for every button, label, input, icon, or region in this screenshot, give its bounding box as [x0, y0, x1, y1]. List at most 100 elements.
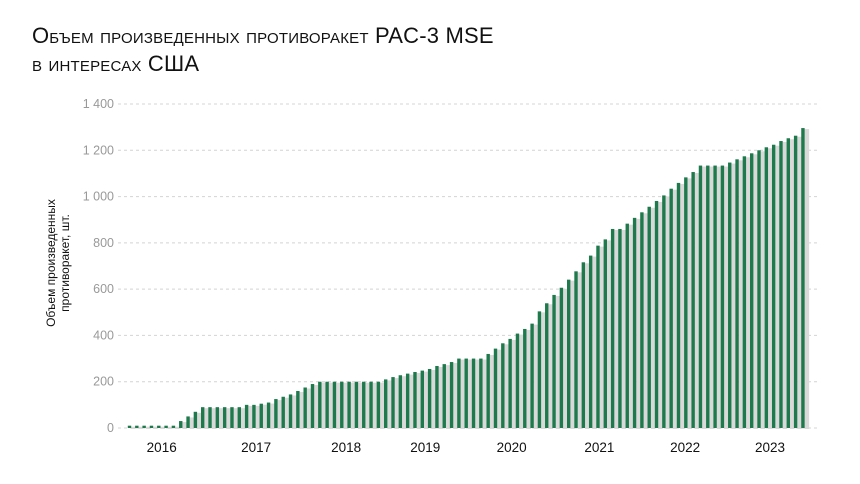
bar-shadow: [416, 372, 422, 429]
bar-shadow: [145, 426, 151, 429]
bar-shadow: [306, 388, 312, 429]
bar: [303, 387, 307, 428]
bar: [479, 358, 483, 428]
bar-shadow: [387, 380, 392, 429]
bar-shadow: [423, 371, 429, 429]
x-tick-label: 2016: [147, 440, 177, 455]
chart-title-line-2: в интересах США: [32, 51, 200, 76]
bar: [442, 364, 446, 428]
bar-shadow: [379, 382, 385, 429]
bar: [208, 407, 212, 428]
bar: [347, 381, 351, 428]
bar: [647, 206, 651, 428]
bar: [274, 399, 278, 428]
bar: [574, 271, 578, 428]
chart-title: Объем произведенных противоракет PAC-3 M…: [32, 22, 494, 78]
bar: [779, 141, 783, 428]
bar: [610, 228, 615, 428]
bar: [362, 381, 366, 428]
bar: [691, 172, 695, 428]
bar: [698, 165, 703, 428]
bar: [771, 144, 776, 428]
bar-shadow: [460, 359, 466, 429]
bar-shadow: [255, 405, 261, 429]
y-tick-label: 800: [93, 236, 114, 250]
y-tick-label: 600: [93, 282, 114, 296]
bar: [135, 425, 139, 428]
bar: [588, 255, 593, 428]
bar-shadow: [650, 207, 656, 429]
bar: [369, 381, 373, 428]
bar-shadow: [497, 349, 502, 429]
bar: [186, 416, 190, 428]
bar: [471, 358, 476, 428]
bar-shadow: [160, 426, 165, 429]
bar: [508, 338, 512, 428]
bar-shadow: [467, 359, 473, 429]
bar: [493, 348, 498, 428]
bar-shadow: [643, 213, 649, 429]
bar-shadow: [358, 382, 363, 429]
bar-shadow: [270, 403, 275, 429]
bar-shadow: [511, 339, 517, 429]
x-tick-label: 2023: [755, 440, 785, 455]
y-tick-label: 400: [93, 328, 114, 342]
bar-shadow: [350, 382, 356, 429]
bar: [398, 375, 403, 428]
bar-shadow: [138, 426, 144, 429]
bar: [332, 381, 337, 428]
bar: [640, 212, 644, 428]
bar-shadow: [628, 224, 634, 429]
bar-shadow: [680, 183, 685, 429]
bar: [405, 373, 410, 428]
bar: [157, 425, 161, 428]
bar: [530, 323, 534, 428]
y-tick-label: 1 000: [83, 190, 114, 204]
bar: [654, 200, 659, 428]
bar: [142, 425, 146, 428]
bar: [742, 156, 747, 428]
bar-shadow: [489, 354, 495, 429]
bar: [793, 135, 798, 428]
bar: [376, 381, 381, 428]
bar-shadow: [482, 359, 488, 429]
bar: [501, 343, 505, 428]
x-tick-label: 2019: [410, 440, 440, 455]
bar-shadow: [599, 246, 605, 429]
bar: [567, 279, 571, 428]
bar: [625, 223, 629, 428]
bar: [786, 138, 790, 428]
bar-shadow: [453, 363, 458, 429]
bar-shadow: [687, 178, 693, 429]
bar-shadow: [760, 151, 766, 430]
bar: [296, 390, 300, 428]
bar-shadow: [262, 404, 268, 429]
bar: [523, 328, 527, 428]
y-tick-label: 1 400: [83, 97, 114, 111]
bar: [757, 150, 761, 429]
bar-shadow: [533, 324, 539, 429]
bar-shadow: [636, 218, 641, 429]
bar-shadow: [570, 280, 575, 429]
bar: [179, 421, 183, 428]
bar-shadow: [782, 142, 788, 429]
bar: [222, 407, 227, 428]
bar-shadow: [204, 408, 209, 429]
bar: [545, 303, 549, 428]
bar-shadow: [767, 148, 773, 429]
bar: [391, 377, 395, 428]
bar: [720, 165, 725, 428]
bar-shadow: [665, 196, 671, 429]
x-tick-label: 2021: [584, 440, 614, 455]
bar-shadow: [226, 408, 231, 429]
bar-shadow: [541, 312, 546, 429]
bar: [310, 384, 315, 428]
bar-shadow: [753, 154, 758, 429]
bar-shadow: [702, 166, 707, 429]
bar-shadow: [233, 408, 239, 429]
bar: [464, 358, 468, 428]
bar-shadow: [745, 157, 751, 429]
bar: [728, 162, 732, 428]
bar: [713, 165, 717, 428]
